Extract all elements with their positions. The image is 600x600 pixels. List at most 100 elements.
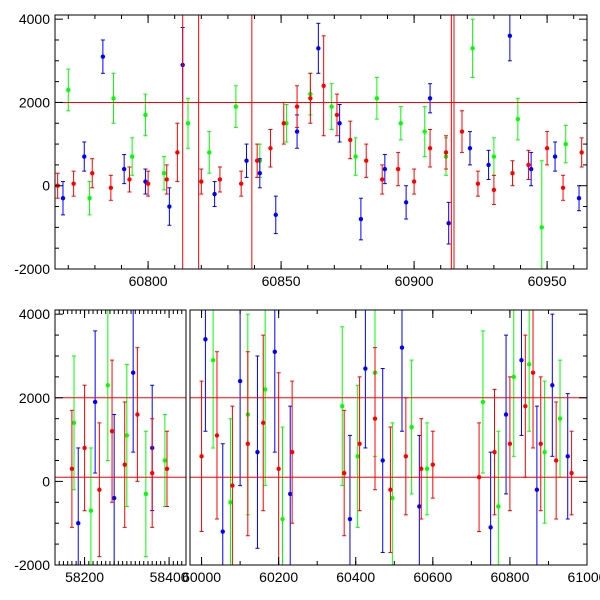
data-point xyxy=(329,104,334,109)
data-point xyxy=(398,121,403,126)
data-point xyxy=(162,458,168,463)
data-point xyxy=(430,462,436,467)
x-tick-label: 60850 xyxy=(262,273,301,289)
data-point xyxy=(90,171,95,176)
data-point xyxy=(230,483,235,488)
data-point xyxy=(97,487,102,492)
data-point xyxy=(544,146,550,151)
data-point xyxy=(491,154,497,159)
data-point xyxy=(486,162,491,168)
data-point xyxy=(237,378,243,384)
data-point xyxy=(380,458,385,463)
series-3 xyxy=(69,310,574,565)
data-point xyxy=(164,177,169,182)
data-point xyxy=(149,470,155,476)
data-point xyxy=(228,500,233,505)
data-point xyxy=(488,525,493,530)
data-point xyxy=(280,516,285,522)
y-tick-label: 4000 xyxy=(19,11,50,27)
data-point xyxy=(212,191,217,197)
plot-area xyxy=(55,310,587,565)
data-point xyxy=(379,177,385,182)
data-point xyxy=(233,104,239,109)
x-tick-label: 60600 xyxy=(413,569,452,585)
data-point xyxy=(217,177,223,182)
data-point xyxy=(289,449,295,455)
data-point xyxy=(272,349,277,355)
data-point xyxy=(409,424,414,430)
data-point xyxy=(526,162,531,168)
data-point xyxy=(121,166,127,172)
data-point xyxy=(446,220,451,226)
data-point xyxy=(108,185,114,191)
data-point xyxy=(207,150,212,155)
data-point xyxy=(427,96,433,101)
data-point xyxy=(419,466,424,472)
chart-panel-1: 60800 60850 60900 60950 -2000 0 2000 4000 xyxy=(14,11,588,289)
data-point xyxy=(557,416,563,421)
data-point xyxy=(340,403,345,409)
x-tick-label: 61000 xyxy=(568,569,600,585)
data-point xyxy=(417,504,422,509)
data-point xyxy=(220,529,225,534)
data-point xyxy=(560,185,566,191)
data-point xyxy=(294,104,300,109)
data-point xyxy=(353,154,358,159)
data-point xyxy=(422,129,427,134)
data-point xyxy=(82,154,87,159)
x-tick-label: 60400 xyxy=(336,569,375,585)
data-point xyxy=(167,204,172,209)
data-point xyxy=(424,466,430,472)
data-point xyxy=(111,96,116,101)
x-tick-label: 58400 xyxy=(150,569,189,585)
data-point xyxy=(552,154,558,159)
data-point xyxy=(100,54,106,59)
data-point xyxy=(553,458,559,463)
data-point xyxy=(145,181,151,186)
data-point xyxy=(66,87,71,93)
y-tick-label: 4000 xyxy=(19,306,50,322)
data-point xyxy=(69,466,75,472)
data-point xyxy=(71,181,76,186)
data-point xyxy=(257,171,263,176)
data-point xyxy=(71,420,77,426)
data-point xyxy=(403,454,409,459)
data-point xyxy=(470,46,475,51)
data-point xyxy=(355,454,360,459)
data-point xyxy=(347,516,353,522)
data-point xyxy=(515,116,521,122)
plot-area xyxy=(55,15,587,269)
data-point xyxy=(334,112,340,118)
y-tick-label: -2000 xyxy=(14,557,50,573)
data-point xyxy=(579,150,584,155)
data-point xyxy=(308,96,313,101)
data-point xyxy=(341,470,347,476)
data-point xyxy=(382,166,388,172)
data-point xyxy=(316,46,321,51)
data-point xyxy=(374,96,380,101)
x-tick-label: 60800 xyxy=(490,569,529,585)
data-point xyxy=(496,504,501,509)
data-point xyxy=(127,177,132,182)
y-tick-label: 2000 xyxy=(19,94,50,110)
data-point xyxy=(491,187,497,193)
data-point xyxy=(261,420,266,426)
data-point xyxy=(109,429,115,434)
data-point xyxy=(60,196,66,201)
y-tick-label: 0 xyxy=(42,473,50,489)
data-point xyxy=(143,112,148,118)
data-point xyxy=(135,412,140,417)
y-tick-label: -2000 xyxy=(14,261,50,277)
data-point xyxy=(503,412,509,417)
data-point xyxy=(199,454,204,459)
data-point xyxy=(526,362,532,367)
data-point xyxy=(254,158,260,163)
data-point xyxy=(82,445,87,451)
data-point xyxy=(281,121,286,126)
x-tick-label: 60950 xyxy=(528,273,567,289)
data-point xyxy=(294,129,300,134)
series-3 xyxy=(55,35,584,205)
x-tick-label: 58200 xyxy=(65,569,104,585)
